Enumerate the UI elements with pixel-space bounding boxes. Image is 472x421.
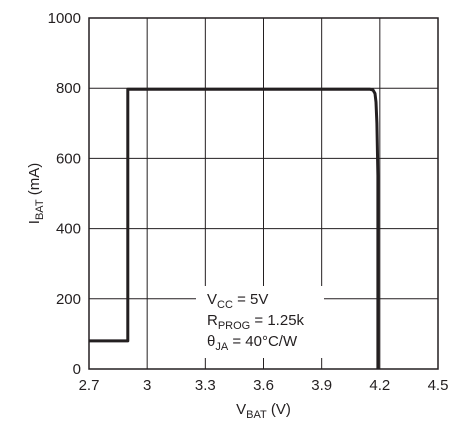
y-tick-label: 0 — [73, 361, 81, 378]
x-tick-label: 4.2 — [369, 377, 390, 394]
annotation-line: VCC = 5V — [207, 291, 268, 311]
series-layer — [89, 87, 380, 369]
x-tick-label: 3.9 — [311, 377, 332, 394]
x-tick-label: 3.3 — [195, 377, 216, 394]
annotation-line: θJA = 40°C/W — [207, 333, 298, 353]
x-tick-label: 2.7 — [79, 377, 100, 394]
y-tick-label: 1000 — [48, 10, 81, 27]
tick-labels: 2.7 3 3.3 3.6 3.9 4.2 4.5 0 200 400 600 800 1000 — [48, 10, 449, 394]
y-tick-label: 800 — [56, 80, 81, 97]
x-tick-label: 4.5 — [428, 377, 449, 394]
series-line — [89, 87, 380, 369]
y-tick-label: 400 — [56, 221, 81, 238]
y-tick-label: 200 — [56, 291, 81, 308]
y-tick-label: 600 — [56, 150, 81, 167]
annotation-line: RPROG = 1.25k — [207, 312, 305, 332]
x-tick-label: 3 — [143, 377, 151, 394]
plot-frame — [88, 17, 439, 370]
annotation-background — [196, 286, 324, 358]
x-axis-label: VBAT (V) — [236, 401, 291, 421]
y-axis-label: IBAT (mA) — [26, 163, 46, 224]
x-tick-label: 3.6 — [253, 377, 274, 394]
